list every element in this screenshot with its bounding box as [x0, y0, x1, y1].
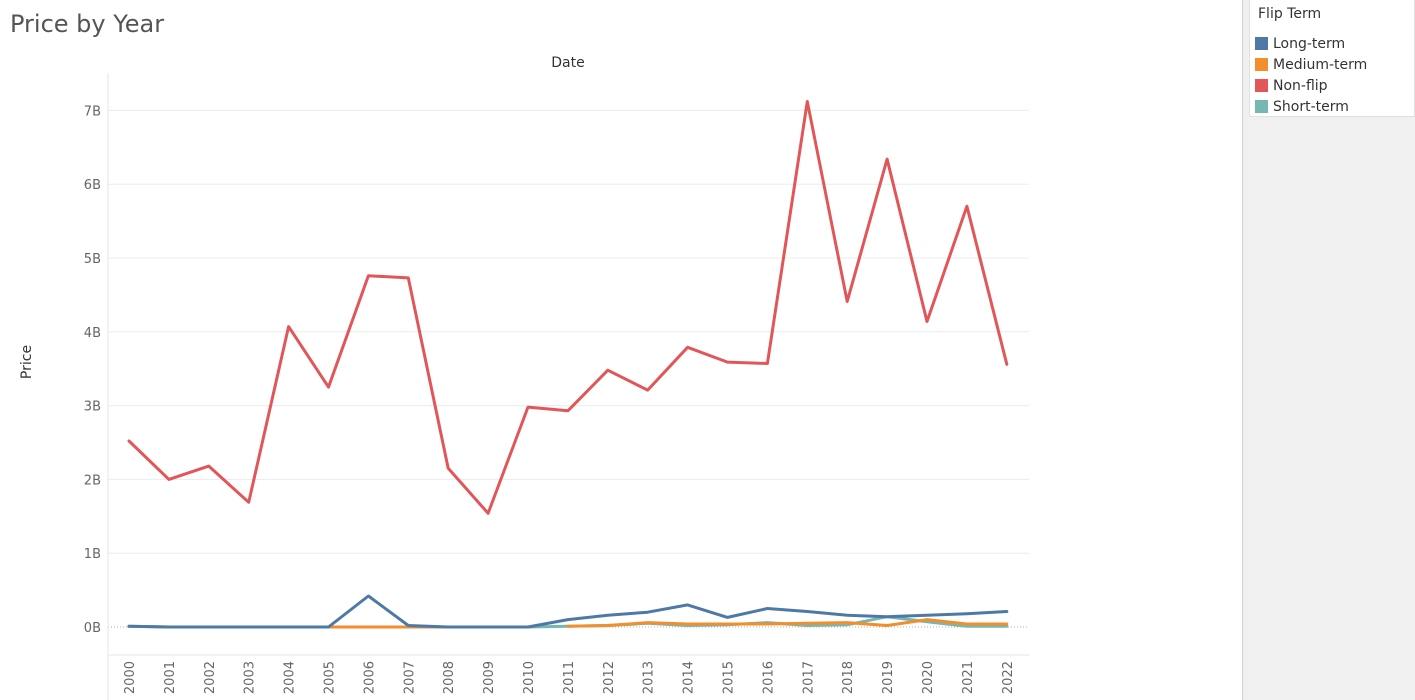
legend: Flip Term Long-term Medium-term Non-flip Sh…	[1249, 0, 1415, 117]
x-tick-label: 2016	[761, 661, 776, 694]
y-tick-label: 5B	[84, 252, 101, 267]
legend-title: Flip Term	[1258, 6, 1322, 22]
x-tick-label: 2001	[163, 661, 178, 694]
x-tick-label: 2018	[841, 661, 856, 694]
x-tick-label: 2022	[1001, 661, 1016, 694]
y-tick-label: 1B	[84, 547, 101, 562]
legend-swatch	[1255, 37, 1268, 50]
x-tick-label: 2021	[961, 661, 976, 694]
x-tick-label: 2008	[442, 661, 457, 694]
legend-label: Non-flip	[1273, 77, 1328, 94]
series-line	[127, 594, 1009, 629]
y-axis-title: Price	[19, 345, 35, 379]
x-tick-label: 2009	[482, 661, 497, 694]
x-tick-label: 2020	[921, 661, 936, 694]
legend-swatch	[1255, 100, 1268, 113]
x-tick-label: 2000	[123, 661, 138, 694]
x-tick-label: 2017	[801, 661, 816, 694]
legend-item[interactable]: Long-term	[1255, 33, 1367, 54]
legend-items: Long-term Medium-term Non-flip Short-term	[1255, 33, 1367, 117]
x-tick-label: 2002	[203, 661, 218, 694]
x-tick-label: 2010	[522, 661, 537, 694]
x-tick-label: 2006	[362, 661, 377, 694]
chart-title: Price by Year	[10, 10, 165, 38]
x-tick-label: 2013	[642, 661, 657, 694]
x-tick-label: 2012	[602, 661, 617, 694]
series-long-term	[127, 594, 1009, 629]
y-tick-label: 2B	[84, 473, 101, 488]
series-line	[566, 618, 1009, 628]
legend-swatch	[1255, 58, 1268, 71]
legend-label: Short-term	[1273, 98, 1349, 115]
x-tick-label: 2004	[283, 661, 298, 694]
line-chart[interactable]: Date Price 0B 1B 2B 3B 4B 5B 6B 7B 2000 2001 2002 200…	[0, 0, 1240, 700]
x-tick-label: 2015	[722, 661, 737, 694]
legend-label: Medium-term	[1273, 56, 1368, 73]
legend-item[interactable]: Medium-term	[1255, 54, 1367, 75]
y-tick-label: 0B	[84, 621, 101, 636]
legend-label: Long-term	[1273, 35, 1346, 52]
x-tick-label: 2019	[881, 661, 896, 694]
x-tick-label: 2007	[402, 661, 417, 694]
series-line	[127, 100, 1009, 515]
series-non-flip	[127, 100, 1009, 515]
y-tick-label: 3B	[84, 400, 101, 415]
x-tick-label: 2014	[682, 661, 697, 694]
y-tick-label: 7B	[84, 104, 101, 119]
y-tick-label: 4B	[84, 326, 101, 341]
x-tick-label: 2011	[562, 661, 577, 694]
x-tick-label: 2005	[323, 661, 338, 694]
y-tick-label: 6B	[84, 178, 101, 193]
legend-swatch	[1255, 79, 1268, 92]
legend-item[interactable]: Short-term	[1255, 96, 1367, 117]
x-axis-title: Date	[551, 55, 584, 71]
x-tick-label: 2003	[243, 661, 258, 694]
legend-item[interactable]: Non-flip	[1255, 75, 1367, 96]
